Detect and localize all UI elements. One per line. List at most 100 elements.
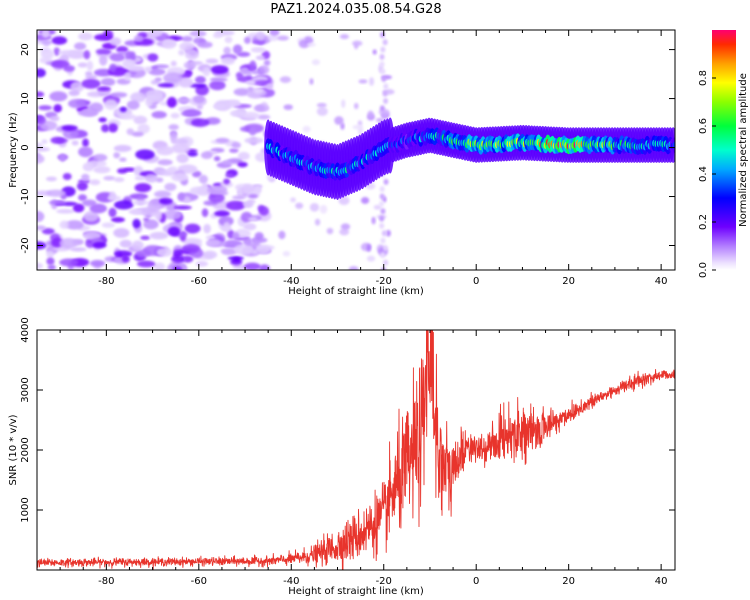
heatmap-cell <box>233 88 251 96</box>
heatmap-cell <box>45 176 57 182</box>
heatmap-cell <box>96 86 111 91</box>
heatmap-cell <box>41 228 55 235</box>
heatmap-cell <box>223 178 231 185</box>
heatmap-cell <box>85 71 93 77</box>
heatmap-cell <box>83 231 101 241</box>
heatmap-cell <box>89 102 104 113</box>
heatmap-cell <box>68 89 80 97</box>
heatmap-cell <box>168 124 179 131</box>
heatmap-cell <box>46 250 54 258</box>
spectrogram-x-tick-label: 0 <box>473 276 479 287</box>
snr-x-tick-label: -20 <box>376 576 392 587</box>
heatmap-cell <box>278 230 286 240</box>
heatmap-cell <box>76 181 88 191</box>
heatmap-cell <box>101 222 115 228</box>
heatmap-cell <box>37 225 46 231</box>
heatmap-cell <box>59 153 66 162</box>
heatmap-cell <box>93 166 111 174</box>
heatmap-cell <box>49 91 68 102</box>
heatmap-cell <box>119 106 127 113</box>
heatmap-cell <box>119 114 137 120</box>
heatmap-cell <box>82 138 89 148</box>
heatmap-cell <box>379 105 385 112</box>
heatmap-cell <box>182 255 194 263</box>
heatmap-cell <box>181 244 200 253</box>
heatmap-cell <box>263 59 271 66</box>
heatmap-cell <box>248 194 259 199</box>
heatmap-cell <box>233 244 254 255</box>
heatmap-cell <box>122 59 136 69</box>
heatmap-cell <box>193 95 205 104</box>
spectrogram-x-tick-label: 20 <box>562 276 575 287</box>
heatmap-cell <box>144 66 152 73</box>
heatmap-cell <box>339 34 349 40</box>
heatmap-cell <box>380 237 386 244</box>
heatmap-cell <box>334 116 344 125</box>
heatmap-cell <box>145 89 164 101</box>
heatmap-cell <box>267 35 279 42</box>
heatmap-cell <box>113 200 134 210</box>
heatmap-cell <box>202 67 211 77</box>
heatmap-cell <box>259 264 271 270</box>
heatmap-cell <box>314 218 321 226</box>
heatmap-cell <box>144 173 158 183</box>
heatmap-cell <box>157 83 175 88</box>
heatmap-cell <box>352 124 364 130</box>
heatmap-cell <box>92 241 107 249</box>
heatmap-cell <box>86 60 94 71</box>
heatmap-cell <box>224 36 233 44</box>
snr-x-tick-label: -80 <box>98 576 114 587</box>
heatmap-cell <box>340 223 351 230</box>
heatmap-cell <box>70 247 87 252</box>
heatmap-cell <box>250 46 266 53</box>
heatmap-cell <box>257 204 265 212</box>
heatmap-cell <box>37 68 46 78</box>
spectrogram-frame <box>36 29 676 271</box>
spectrogram-y-tick-label: 0 <box>20 144 31 150</box>
spectrogram-y-tick-label: 10 <box>20 92 31 105</box>
heatmap-cell <box>338 196 350 205</box>
heatmap-cell <box>178 49 185 56</box>
heatmap-cell <box>81 78 101 89</box>
heatmap-cell <box>248 80 256 85</box>
heatmap-cell <box>237 161 248 168</box>
heatmap-cell <box>256 244 271 255</box>
heatmap-cell <box>311 59 320 66</box>
heatmap-cell <box>183 61 197 70</box>
heatmap-cell <box>116 168 128 174</box>
snr-x-tick-label: 20 <box>562 576 575 587</box>
heatmap-cell <box>109 63 117 73</box>
heatmap-cell <box>124 50 133 61</box>
heatmap-cell <box>176 97 191 104</box>
heatmap-cell <box>95 48 112 55</box>
heatmap-cell <box>41 30 50 38</box>
heatmap-cell <box>113 227 130 238</box>
heatmap-cell <box>140 235 151 241</box>
heatmap-cell <box>135 149 155 160</box>
heatmap-cell <box>156 247 173 257</box>
heatmap-cell <box>154 262 166 270</box>
heatmap-cell <box>157 159 173 166</box>
heatmap-cell <box>154 210 163 221</box>
heatmap-cell <box>156 146 174 156</box>
heatmap-cell <box>366 244 372 252</box>
heatmap-cell <box>383 244 389 251</box>
heatmap-cell <box>149 231 169 240</box>
heatmap-cell <box>187 151 198 157</box>
heatmap-cell <box>37 115 47 125</box>
heatmap-cell <box>116 46 129 54</box>
heatmap-cell <box>74 42 87 51</box>
colorbar-gradient <box>712 30 736 270</box>
heatmap-cell <box>209 77 228 82</box>
heatmap-cell <box>59 220 69 229</box>
snr-y-tick-label: 2000 <box>20 437 31 462</box>
heatmap-cell <box>78 194 87 201</box>
heatmap-cell <box>326 227 334 235</box>
heatmap-cell <box>38 105 53 111</box>
heatmap-cell <box>221 57 235 65</box>
snr-series-line <box>37 330 675 570</box>
heatmap-cell <box>99 54 108 66</box>
heatmap-cell <box>205 58 219 64</box>
heatmap-cell <box>253 185 262 194</box>
heatmap-cell <box>367 110 374 119</box>
